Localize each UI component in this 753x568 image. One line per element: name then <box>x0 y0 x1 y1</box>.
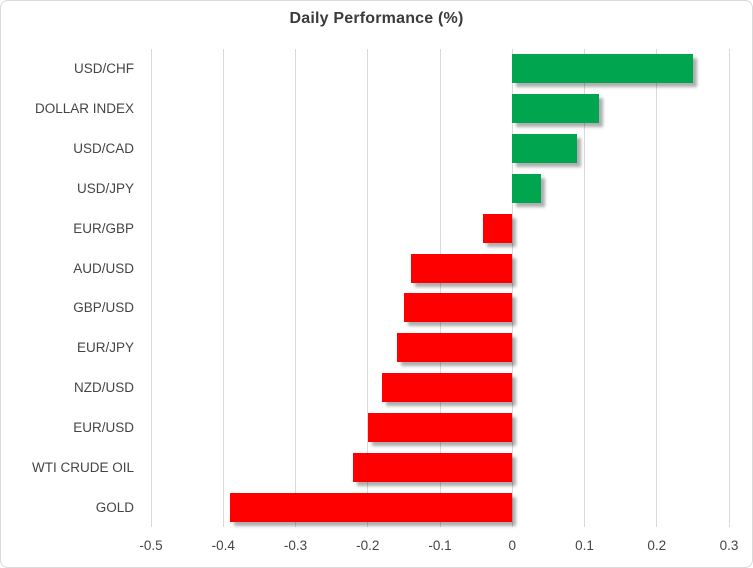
bar-wti-crude-oil <box>353 452 513 482</box>
bar-usd-chf <box>512 54 693 84</box>
category-label: EUR/GBP <box>73 220 134 236</box>
category-label: WTI CRUDE OIL <box>31 459 134 475</box>
gridline <box>222 49 224 527</box>
x-tick-label: -0.4 <box>211 538 235 553</box>
bar-aud-usd <box>411 253 513 283</box>
gridline <box>511 49 513 527</box>
x-tick-label: -0.3 <box>283 538 308 553</box>
bar-gbp-usd <box>403 293 513 323</box>
bar-dollar-index <box>512 94 599 124</box>
x-tick-label: 0.2 <box>647 538 667 553</box>
gridline <box>439 49 441 527</box>
x-tick-label: 0.1 <box>575 538 594 553</box>
category-label: AUD/USD <box>73 260 134 276</box>
bar-eur-jpy <box>396 333 513 363</box>
category-label: GOLD <box>95 499 134 515</box>
bar-gold <box>230 492 513 522</box>
category-label: USD/JPY <box>76 180 134 196</box>
chart-title: Daily Performance (%) <box>289 10 464 27</box>
x-tick-label: -0.5 <box>139 538 163 553</box>
plot-area <box>150 49 730 527</box>
category-label: EUR/JPY <box>76 340 134 356</box>
category-label: NZD/USD <box>74 380 134 396</box>
bar-eur-gbp <box>483 213 513 243</box>
category-label: DOLLAR INDEX <box>34 101 134 117</box>
gridline <box>150 49 152 527</box>
x-tick-label: -0.2 <box>356 538 380 553</box>
x-tick-label: 0.3 <box>719 538 739 553</box>
category-axis: USD/CHF DOLLAR INDEX USD/CAD USD/JPY EUR/GBP… <box>1 49 134 527</box>
bar-eur-usd <box>367 412 513 442</box>
category-label: USD/CHF <box>74 61 134 77</box>
gridline <box>367 49 369 527</box>
category-label: USD/CAD <box>73 141 134 157</box>
bar-nzd-usd <box>382 373 513 403</box>
gridline <box>295 49 296 527</box>
gridline <box>728 49 730 527</box>
gridline <box>656 49 658 527</box>
category-label: EUR/USD <box>73 419 134 435</box>
bar-usd-jpy <box>512 173 542 203</box>
x-tick-label: 0 <box>508 538 517 553</box>
value-axis: -0.5 -0.4 -0.3 -0.2 -0.1 0 0.1 0.2 0.3 <box>1 538 752 558</box>
x-tick-label: -0.1 <box>428 538 452 553</box>
category-label: GBP/USD <box>73 300 134 316</box>
bar-usd-cad <box>512 134 578 164</box>
gridline <box>584 49 585 527</box>
